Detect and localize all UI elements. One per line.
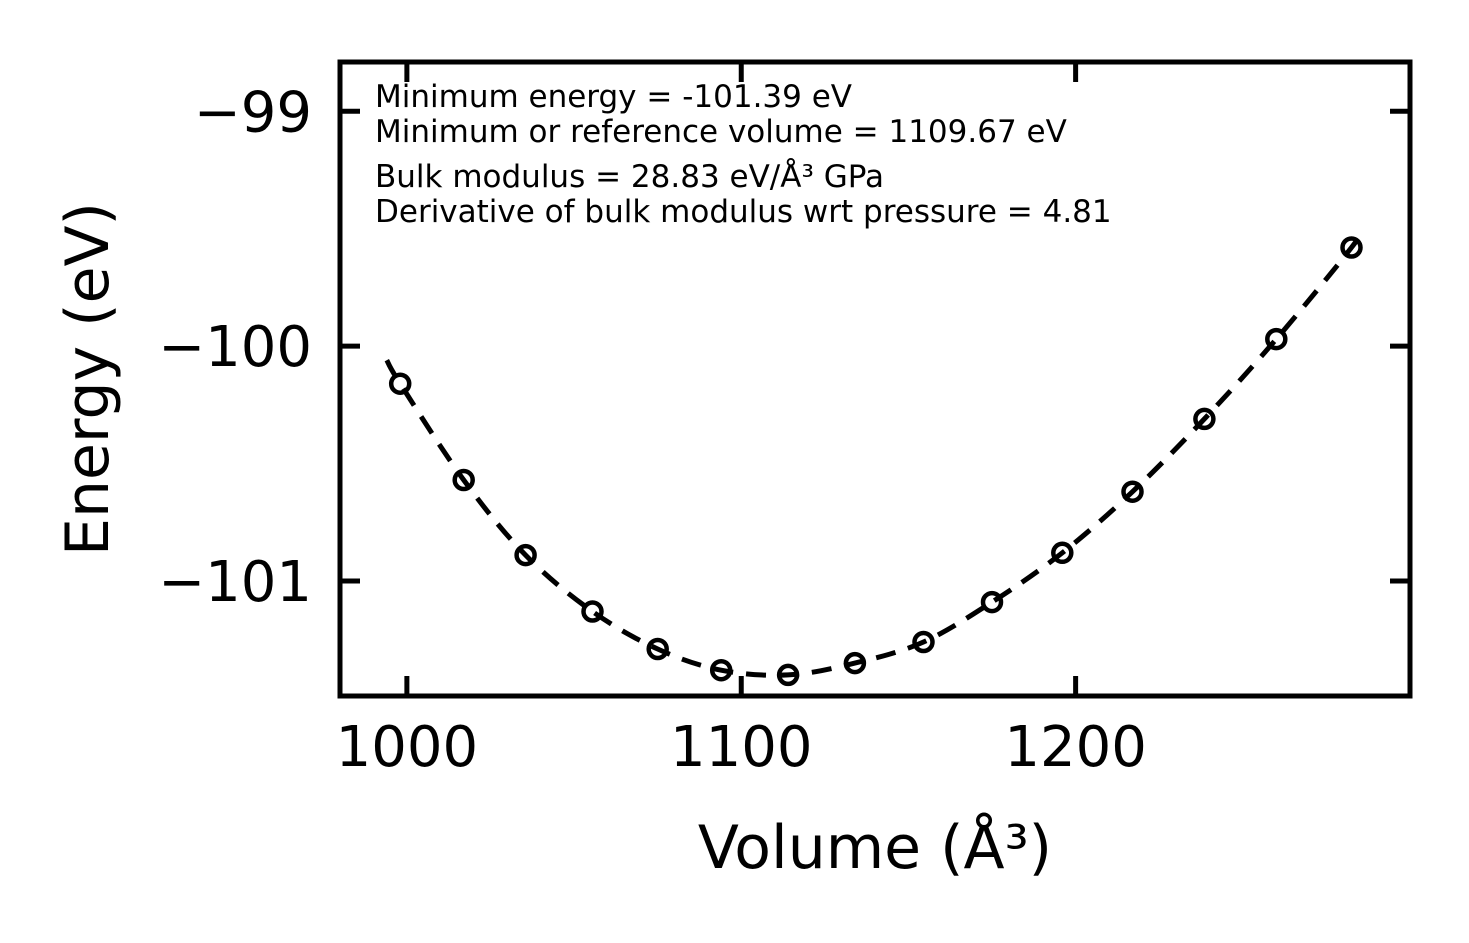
x-axis-label: Volume (Å³) bbox=[698, 812, 1052, 883]
tick-labels-layer: 1000 1100 1200 −99 −100 −101 bbox=[158, 80, 1147, 780]
x-tick-label: 1100 bbox=[670, 715, 813, 780]
y-axis-label: Energy (eV) bbox=[53, 202, 123, 556]
data-point-marker bbox=[912, 630, 935, 654]
y-tick-label: −100 bbox=[158, 315, 312, 380]
data-point-marker bbox=[514, 543, 537, 567]
data-points-layer bbox=[388, 236, 1363, 687]
data-point-marker bbox=[646, 637, 669, 661]
data-point-marker bbox=[581, 600, 604, 623]
annotation-bulk-modulus: Bulk modulus = 28.83 eV/Å³ GPa bbox=[375, 159, 884, 195]
data-point-marker bbox=[1193, 407, 1216, 431]
data-point-marker bbox=[980, 590, 1004, 614]
data-point-marker bbox=[1121, 480, 1144, 503]
x-tick-label: 1200 bbox=[1004, 715, 1147, 780]
data-point-marker bbox=[1265, 327, 1288, 351]
annotation-minimum-energy: Minimum energy = -101.39 eV bbox=[375, 79, 852, 115]
annotation-minimum-volume: Minimum or reference volume = 1109.67 eV bbox=[375, 114, 1067, 150]
data-point-marker bbox=[1051, 541, 1074, 565]
fit-parameters-annotation: Minimum energy = -101.39 eV Minimum or r… bbox=[375, 79, 1112, 230]
data-point-marker bbox=[709, 658, 733, 682]
eos-fit-curve bbox=[384, 229, 1363, 678]
annotation-bulk-modulus-derivative: Derivative of bulk modulus wrt pressure … bbox=[375, 194, 1112, 230]
data-point-marker bbox=[452, 468, 475, 492]
data-point-marker bbox=[843, 651, 867, 675]
data-point-marker bbox=[776, 663, 800, 687]
axis-ticks-layer bbox=[340, 62, 1410, 696]
data-point-marker bbox=[388, 372, 412, 395]
data-point-marker bbox=[1340, 236, 1363, 259]
y-tick-label: −101 bbox=[158, 550, 312, 615]
plot-frame bbox=[337, 59, 1413, 699]
fit-curve-layer bbox=[384, 229, 1363, 678]
x-tick-label: 1000 bbox=[336, 715, 479, 780]
y-tick-label: −99 bbox=[194, 80, 312, 145]
